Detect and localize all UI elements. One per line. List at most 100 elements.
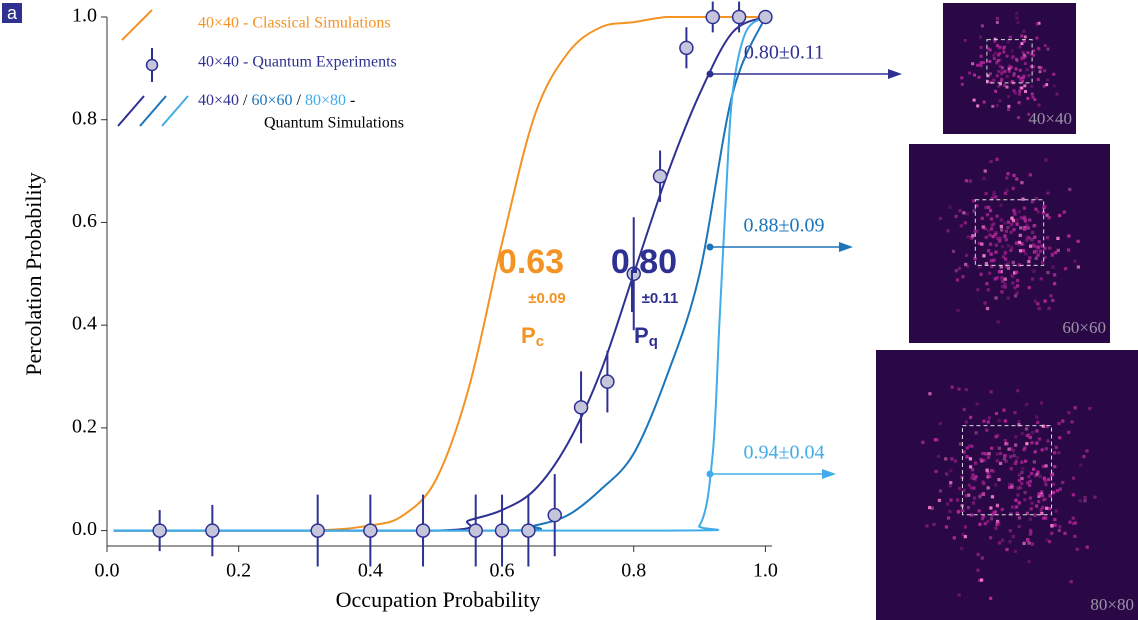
inset-pixel	[1024, 460, 1027, 463]
inset-pixel	[1002, 51, 1005, 54]
inset-pixel	[1006, 75, 1009, 78]
inset-pixel	[1000, 218, 1003, 221]
threshold-symbol: Pq	[634, 323, 658, 350]
inset-pixel	[1014, 550, 1017, 553]
inset-pixel	[1007, 40, 1010, 43]
threshold-symbol-sub: q	[649, 333, 658, 350]
inset-pixel	[989, 49, 992, 52]
inset-pixel	[1034, 450, 1037, 453]
inset-pixel	[989, 536, 992, 539]
inset-pixel	[1014, 499, 1017, 502]
inset-pixel	[1085, 449, 1088, 452]
inset-pixel	[1007, 296, 1010, 299]
inset-pixel	[1057, 422, 1060, 425]
inset-pixel	[956, 309, 959, 312]
inset-pixel	[1013, 286, 1016, 289]
inset-pixel	[1047, 307, 1050, 310]
inset-pixel	[994, 251, 997, 254]
inset-pixel	[1061, 481, 1064, 484]
inset-pixel	[1017, 210, 1020, 213]
inset-pixel	[1070, 420, 1073, 423]
inset-pixel	[1038, 437, 1041, 440]
inset-pixel	[1035, 473, 1038, 476]
inset-pixel	[996, 21, 999, 24]
inset-pixel	[972, 199, 975, 202]
data-point	[496, 524, 509, 537]
chart: a Occupation Probability Percolation Pro…	[0, 0, 1138, 620]
inset-pixel	[996, 459, 999, 462]
inset-pixel	[1016, 456, 1019, 459]
inset-pixel	[1046, 192, 1049, 195]
inset-pixel	[1009, 249, 1012, 252]
inset-pixel	[1021, 467, 1024, 470]
inset-pixel	[982, 492, 985, 495]
legend-label-part: 40×40	[198, 92, 239, 109]
inset-pixel	[1015, 17, 1018, 20]
inset-pixel	[1035, 429, 1038, 432]
inset-pixel	[1020, 181, 1023, 184]
inset-pixel	[999, 452, 1002, 455]
inset-pixel	[996, 452, 999, 455]
inset-pixel	[971, 468, 974, 471]
inset-pixel	[1032, 270, 1035, 273]
inset-pixel	[1035, 504, 1038, 507]
threshold-symbol: Pc	[521, 323, 544, 350]
inset-pixel	[1017, 501, 1020, 504]
inset-pixel	[974, 230, 977, 233]
data-point	[575, 401, 588, 414]
inset-pixel	[1005, 238, 1008, 241]
inset-pixel	[1004, 251, 1007, 254]
inset-pixel	[1015, 271, 1018, 274]
inset-pixel	[1027, 475, 1030, 478]
inset-pixel	[1058, 214, 1061, 217]
inset-pixel	[989, 209, 992, 212]
inset-pixel	[1004, 70, 1007, 73]
inset-pixel	[976, 64, 979, 67]
legend-label-part: /	[243, 92, 248, 109]
inset-pixel	[1053, 524, 1056, 527]
inset-pixel	[1015, 67, 1018, 70]
inset-pixel	[1012, 55, 1015, 58]
inset-pixel	[1020, 34, 1023, 37]
inset-pixel	[1040, 401, 1043, 404]
inset-pixel	[1024, 55, 1027, 58]
inset-pixel	[1030, 85, 1033, 88]
inset-pixel	[1036, 23, 1039, 26]
inset-pixel	[1082, 455, 1085, 458]
inset-pixel	[994, 296, 997, 299]
inset-pixel	[988, 272, 991, 275]
data-point	[601, 375, 614, 388]
inset-pixel	[979, 63, 982, 66]
inset-pixel	[1046, 439, 1049, 442]
inset-pixel	[1072, 493, 1075, 496]
inset-pixel	[997, 70, 1000, 73]
legend-swatch	[122, 10, 152, 40]
inset-pixel	[1053, 282, 1056, 285]
inset-pixel	[1039, 249, 1042, 252]
legend-swatch	[118, 96, 144, 126]
inset-pixel	[951, 386, 954, 389]
inset-pixel	[1050, 474, 1053, 477]
inset-pixel	[1004, 257, 1007, 260]
data-point	[311, 524, 324, 537]
inset-pixel	[1020, 242, 1023, 245]
inset-pixel	[997, 478, 1000, 481]
inset-pixel	[985, 282, 988, 285]
inset-pixel	[1031, 93, 1034, 96]
threshold-value: 0.63	[498, 243, 564, 281]
inset-pixel	[1093, 496, 1096, 499]
inset-pixel	[1044, 479, 1047, 482]
inset-pixel	[990, 217, 993, 220]
inset-pixel	[990, 390, 993, 393]
inset-pixel	[1028, 218, 1031, 221]
inset-pixel	[1033, 98, 1036, 101]
inset-pixel	[979, 36, 982, 39]
inset-pixel	[954, 459, 957, 462]
inset-pixel	[968, 445, 971, 448]
inset-pixel	[1012, 261, 1015, 264]
y-tick-label: 0.4	[72, 313, 97, 335]
inset-pixel	[1088, 407, 1091, 410]
x-tick-label: 0.8	[621, 560, 646, 582]
inset-pixel	[949, 469, 952, 472]
inset-pixel	[1034, 300, 1037, 303]
